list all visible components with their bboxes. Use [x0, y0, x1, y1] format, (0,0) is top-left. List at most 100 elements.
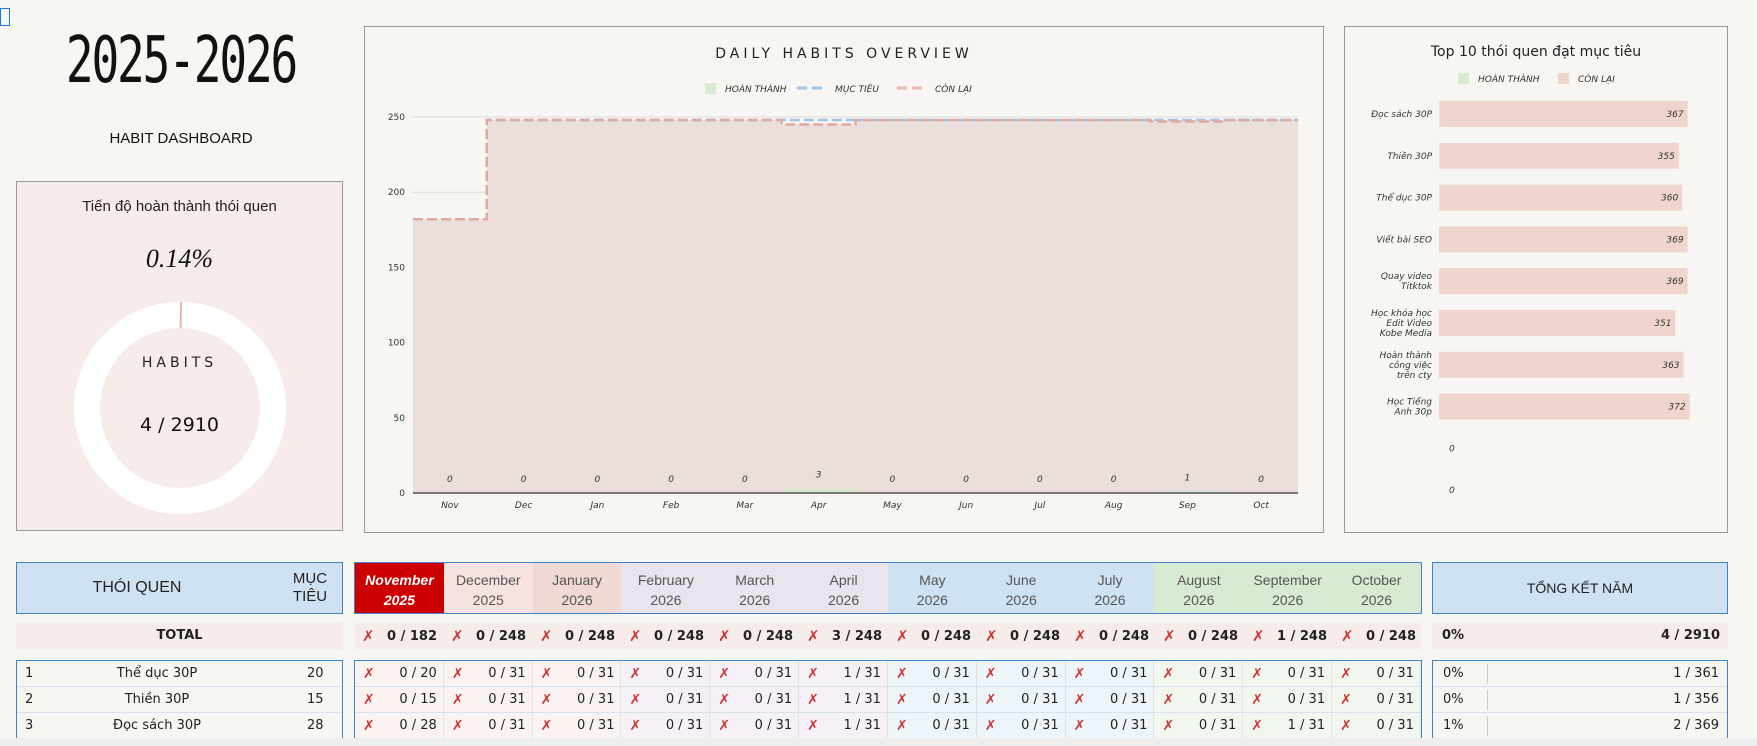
overview-xtick: Jan [588, 501, 604, 511]
habit-month-cell[interactable]: ✗ 0 / 31 [443, 687, 533, 712]
habit-row: 1 Thể dục 30P 20 [17, 661, 342, 687]
habit-row: 3 Đọc sách 30P 28 [17, 713, 342, 739]
habit-month-value: 0 / 31 [1287, 666, 1326, 681]
habit-month-cell[interactable]: ✗ 0 / 31 [1154, 687, 1244, 712]
habit-month-cell[interactable]: ✗ 0 / 31 [976, 661, 1066, 686]
top10-category-label: trên cty [1397, 370, 1433, 381]
month-header-december[interactable]: December 2025 [443, 563, 533, 613]
habit-month-cell[interactable]: ✗ 0 / 31 [710, 687, 800, 712]
overview-legend-item: HOÀN THÀNH [705, 83, 787, 95]
month-header-november[interactable]: November 2025 [355, 563, 444, 613]
habit-month-cell[interactable]: ✗ 0 / 31 [1332, 687, 1421, 712]
svg-text:HOÀN THÀNH: HOÀN THÀNH [1478, 73, 1540, 85]
overview-ytick: 100 [388, 339, 405, 349]
habit-month-cell[interactable]: ✗ 0 / 31 [887, 661, 977, 686]
habit-month-cell[interactable]: ✗ 0 / 31 [887, 713, 977, 738]
month-year: 2026 [827, 592, 860, 608]
x-mark-icon: ✗ [1251, 665, 1264, 682]
year-title: 2025-2026 [65, 24, 298, 98]
habit-month-value: 0 / 15 [399, 692, 437, 707]
total-month-cell: ✗ 0 / 248 [710, 623, 799, 649]
month-header-may[interactable]: May 2026 [887, 563, 977, 613]
x-mark-icon: ✗ [540, 665, 553, 682]
habit-month-cell[interactable]: ✗ 0 / 31 [1154, 713, 1244, 738]
habit-month-cell[interactable]: ✗ 0 / 31 [710, 661, 800, 686]
habit-month-cell[interactable]: ✗ 0 / 31 [532, 713, 622, 738]
overview-done-label: 0 [447, 475, 453, 485]
habit-month-cell[interactable]: ✗ 0 / 31 [532, 661, 622, 686]
habit-row: 2 Thiền 30P 15 [17, 687, 342, 713]
habit-month-cell[interactable]: ✗ 0 / 31 [1065, 661, 1155, 686]
habit-month-cell[interactable]: ✗ 1 / 31 [799, 687, 888, 712]
habit-month-cell[interactable]: ✗ 0 / 31 [443, 661, 533, 686]
month-header-april[interactable]: April 2026 [799, 563, 888, 613]
habit-month-cell[interactable]: ✗ 0 / 31 [621, 713, 711, 738]
habit-month-cell[interactable]: ✗ 0 / 31 [710, 713, 800, 738]
overview-ytick: 200 [388, 188, 405, 198]
habit-month-value: 0 / 31 [665, 718, 704, 733]
month-header-february[interactable]: February 2026 [621, 563, 711, 613]
habit-month-cell[interactable]: ✗ 1 / 31 [799, 661, 888, 686]
month-header-june[interactable]: June 2026 [976, 563, 1066, 613]
overview-done-label: 0 [890, 475, 896, 485]
month-header-january[interactable]: January 2026 [532, 563, 622, 613]
top10-bar-group: 0 [1449, 486, 1455, 496]
month-header-october[interactable]: October 2026 [1332, 563, 1421, 613]
x-mark-icon: ✗ [540, 717, 553, 734]
habit-month-cell[interactable]: ✗ 0 / 31 [1243, 687, 1333, 712]
progress-title: Tiến độ hoàn thành thói quen [82, 198, 277, 215]
habit-month-cell[interactable]: ✗ 1 / 31 [799, 713, 888, 738]
dashboard-title: HABIT DASHBOARD [109, 130, 253, 147]
x-mark-icon: ✗ [629, 627, 642, 645]
x-mark-icon: ✗ [1162, 717, 1175, 734]
habit-month-cell[interactable]: ✗ 0 / 31 [1243, 661, 1333, 686]
month-name: April [829, 572, 858, 588]
habit-summary-percent: 1% [1443, 718, 1464, 733]
habit-summary-percent: 0% [1443, 666, 1464, 681]
habit-month-cell[interactable]: ✗ 0 / 31 [443, 713, 533, 738]
habit-month-cell[interactable]: ✗ 0 / 31 [1065, 687, 1155, 712]
x-mark-icon: ✗ [451, 691, 464, 708]
overview-xtick: Aug [1104, 501, 1123, 511]
habit-month-cell[interactable]: ✗ 0 / 31 [1154, 661, 1244, 686]
habit-month-cell[interactable]: ✗ 0 / 20 [355, 661, 444, 686]
habit-month-cell[interactable]: ✗ 0 / 31 [1332, 661, 1421, 686]
donut-track [74, 302, 286, 514]
x-mark-icon: ✗ [895, 717, 908, 734]
month-year: 2025 [383, 592, 415, 608]
habit-month-cell[interactable]: ✗ 0 / 31 [1332, 713, 1421, 738]
month-header-march[interactable]: March 2026 [710, 563, 800, 613]
top10-category-label: Học khóa học [1371, 308, 1432, 319]
habit-month-cell[interactable]: ✗ 1 / 31 [1243, 713, 1333, 738]
total-month-value: 0 / 248 [921, 628, 971, 644]
habit-month-cell[interactable]: ✗ 0 / 31 [976, 713, 1066, 738]
habit-month-cell[interactable]: ✗ 0 / 31 [887, 687, 977, 712]
total-month-cell: ✗ 3 / 248 [799, 623, 888, 649]
x-mark-icon: ✗ [807, 691, 819, 708]
habit-month-cell[interactable]: ✗ 0 / 31 [532, 687, 622, 712]
month-header-september[interactable]: September 2026 [1243, 563, 1333, 613]
habit-name[interactable]: Thiền 30P [124, 692, 190, 707]
month-header-july[interactable]: July 2026 [1065, 563, 1155, 613]
x-mark-icon: ✗ [451, 717, 464, 734]
habit-month-cell[interactable]: ✗ 0 / 31 [976, 687, 1066, 712]
month-header-august[interactable]: August 2026 [1154, 563, 1244, 613]
top10-remaining-bar [1439, 351, 1684, 378]
habit-month-value: 0 / 31 [488, 718, 526, 733]
habit-summary-divider [1487, 664, 1488, 684]
habit-number: 1 [25, 666, 34, 681]
habit-month-cell[interactable]: ✗ 0 / 31 [1065, 713, 1155, 738]
habit-month-cell[interactable]: ✗ 0 / 28 [355, 713, 444, 738]
habit-month-value: 0 / 31 [577, 666, 615, 681]
habit-name[interactable]: Đọc sách 30P [113, 718, 201, 733]
cell-selection-corner[interactable] [0, 8, 10, 26]
horizontal-scrollbar[interactable] [0, 738, 1757, 746]
habit-name[interactable]: Thể dục 30P [116, 666, 198, 681]
overview-done-label: 1 [1185, 473, 1191, 483]
month-year: 2025 [472, 592, 504, 608]
x-mark-icon: ✗ [718, 691, 731, 708]
habit-month-value: 0 / 31 [577, 692, 615, 707]
habit-month-cell[interactable]: ✗ 0 / 31 [621, 687, 711, 712]
habit-month-cell[interactable]: ✗ 0 / 31 [621, 661, 711, 686]
habit-month-cell[interactable]: ✗ 0 / 15 [355, 687, 444, 712]
